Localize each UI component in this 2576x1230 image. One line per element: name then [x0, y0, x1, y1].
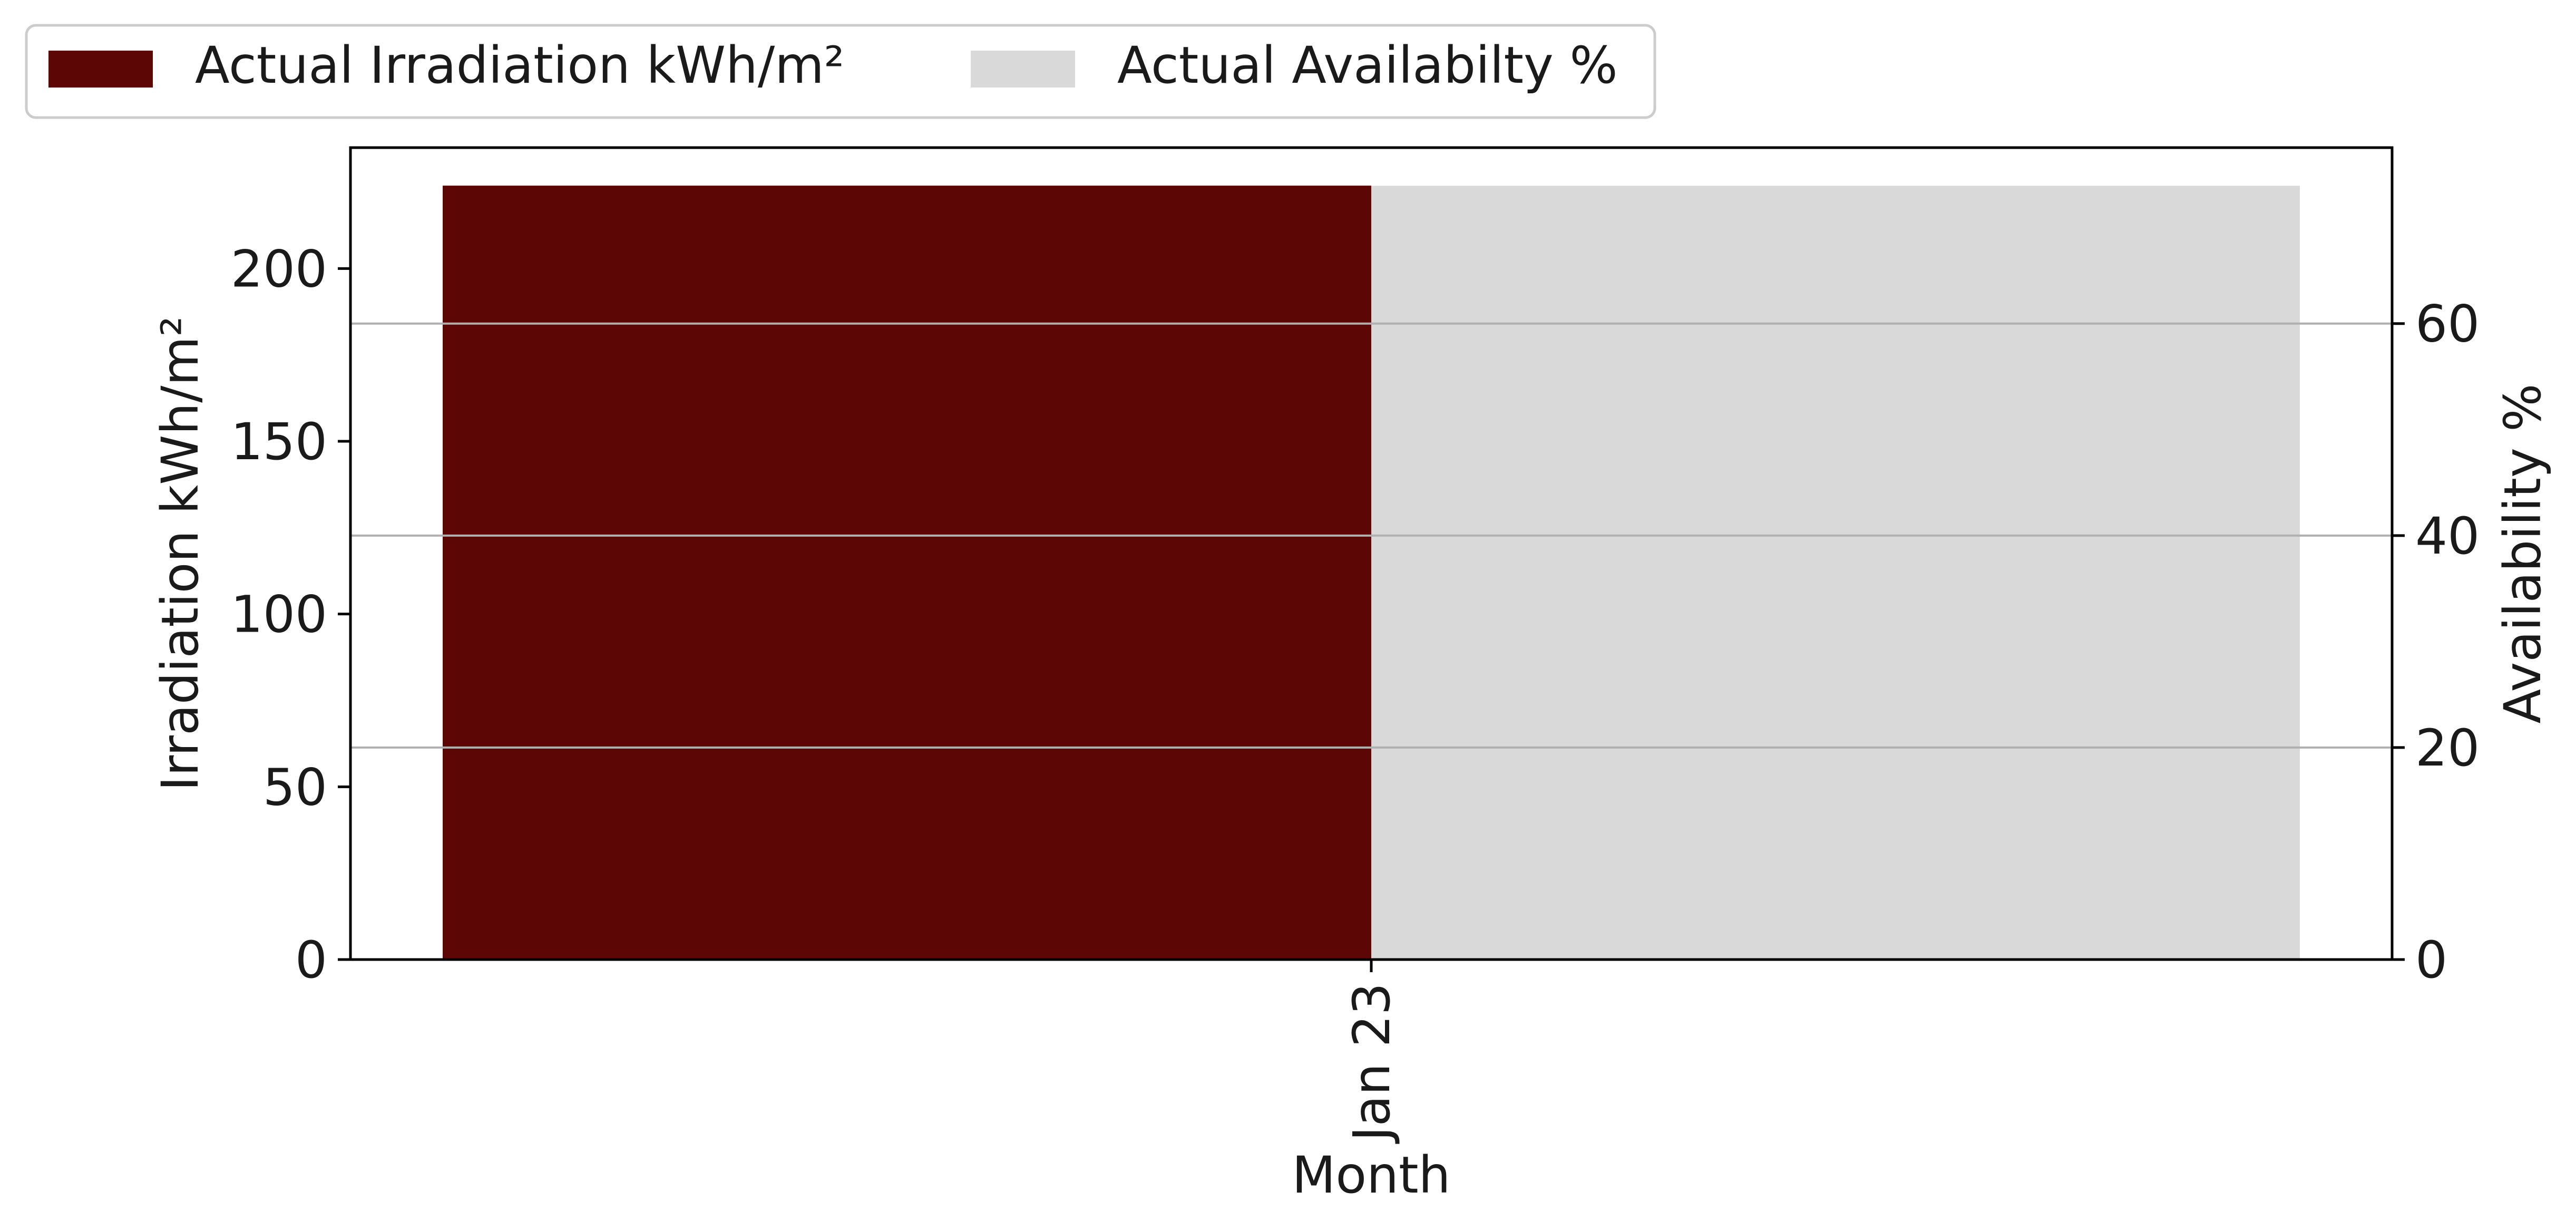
right-tick-label: 40	[2415, 507, 2480, 566]
bar-availability	[1371, 186, 2300, 960]
right-axis-ticks: 0 20 40 60	[2392, 295, 2480, 990]
legend-swatch-availability	[971, 51, 1075, 88]
left-tick-label: 50	[263, 758, 327, 817]
x-tick-label: Jan 23	[1342, 983, 1401, 1144]
bars	[443, 186, 2300, 960]
left-axis-ticks: 0 50 100 150 200	[231, 239, 350, 990]
legend-label-irradiation: Actual Irradiation kWh/m²	[195, 36, 844, 95]
right-tick-label: 0	[2415, 931, 2447, 990]
legend-label-availability: Actual Availabilty %	[1117, 36, 1618, 95]
x-axis-label: Month	[1292, 1146, 1451, 1205]
x-axis-ticks: Jan 23	[1342, 960, 1401, 1144]
left-axis-label: Irradiation kWh/m²	[151, 316, 210, 791]
legend-swatch-irradiation	[48, 51, 153, 88]
left-tick-label: 150	[231, 412, 327, 471]
right-tick-label: 60	[2415, 295, 2480, 354]
legend-box	[25, 24, 1656, 119]
gridlines	[350, 322, 2392, 749]
right-tick-label: 20	[2415, 719, 2480, 778]
bar-irradiation	[443, 186, 1371, 960]
right-axis-label: Availability %	[2493, 384, 2552, 724]
left-tick-label: 100	[231, 585, 327, 644]
legend: Actual Irradiation kWh/m² Actual Availab…	[25, 24, 1656, 119]
left-tick-label: 0	[295, 931, 327, 990]
left-tick-label: 200	[231, 239, 327, 298]
